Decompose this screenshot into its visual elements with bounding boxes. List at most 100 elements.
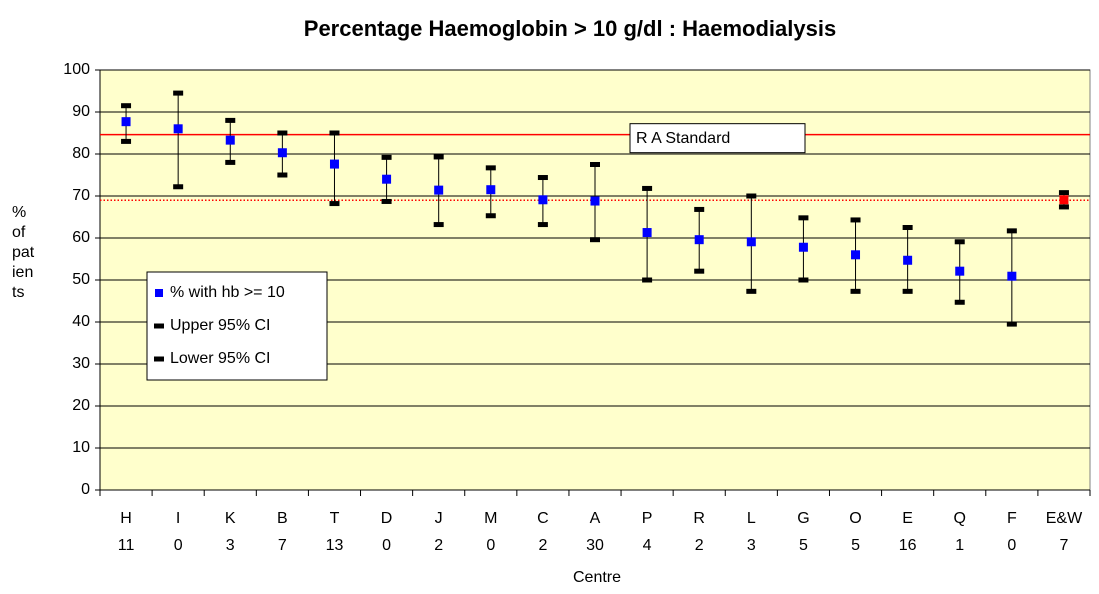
x-tick-label: I: [176, 510, 180, 527]
upper-ci: [746, 193, 757, 199]
legend-label: Lower 95% CI: [170, 350, 271, 367]
y-tick-label: 30: [72, 355, 90, 372]
x-tick-count: 7: [1059, 537, 1068, 554]
x-tick-count: 0: [382, 537, 391, 554]
upper-ci: [850, 217, 861, 223]
x-tick-label: P: [642, 510, 653, 527]
y-axis-label: of: [12, 224, 26, 241]
lower-ci: [642, 277, 653, 283]
lower-ci: [798, 277, 809, 283]
upper-ci: [485, 165, 496, 171]
upper-ci: [433, 154, 444, 160]
x-tick-label: T: [330, 510, 340, 527]
x-tick-label: E&W: [1046, 510, 1083, 527]
x-tick-label: J: [435, 510, 443, 527]
lower-ci: [537, 222, 548, 228]
legend-swatch: [155, 289, 163, 297]
y-tick-label: 80: [72, 145, 90, 162]
lower-ci: [1006, 321, 1017, 327]
point: [121, 117, 131, 127]
lower-ci: [121, 138, 132, 144]
x-tick-count: 5: [799, 537, 808, 554]
y-tick-label: 50: [72, 271, 90, 288]
x-tick-count: 0: [1007, 537, 1016, 554]
legend-box: [146, 271, 328, 381]
lower-ci: [1058, 204, 1069, 210]
upper-ci: [225, 117, 236, 123]
upper-ci: [798, 215, 809, 221]
x-tick-count: 2: [434, 537, 443, 554]
x-tick-count: 1: [955, 537, 964, 554]
point: [277, 148, 287, 158]
lower-ci: [381, 198, 392, 204]
point: [434, 185, 444, 195]
point: [590, 196, 600, 206]
point: [746, 237, 756, 247]
point: [851, 250, 861, 260]
point: [642, 228, 652, 238]
legend-label: Upper 95% CI: [170, 317, 271, 334]
lower-ci: [590, 237, 600, 243]
y-tick-label: 40: [72, 313, 90, 330]
x-tick-label: L: [747, 510, 756, 527]
standard-label: R A Standard: [636, 130, 730, 147]
x-tick-count: 4: [643, 537, 652, 554]
x-tick-label: M: [484, 510, 497, 527]
x-tick-count: 2: [695, 537, 704, 554]
lower-ci: [329, 201, 340, 207]
y-tick-label: 60: [72, 229, 90, 246]
x-tick-label: F: [1007, 510, 1017, 527]
upper-ci: [1058, 190, 1069, 196]
upper-ci: [694, 206, 705, 212]
upper-ci: [329, 130, 340, 136]
x-tick-label: D: [381, 510, 393, 527]
upper-ci: [1006, 228, 1017, 234]
x-tick-count: 11: [118, 537, 135, 554]
y-axis-label: pat: [12, 244, 35, 261]
x-tick-label: E: [902, 510, 913, 527]
y-axis-label: ien: [12, 264, 33, 281]
lower-ci: [277, 172, 288, 178]
point: [1007, 271, 1017, 281]
y-tick-label: 20: [72, 397, 90, 414]
upper-ci: [277, 130, 288, 136]
point: [798, 242, 808, 252]
y-axis-label: %: [12, 204, 26, 221]
x-tick-label: C: [537, 510, 549, 527]
x-tick-count: 3: [747, 537, 756, 554]
upper-ci: [642, 185, 653, 191]
y-tick-label: 70: [72, 187, 90, 204]
y-tick-label: 100: [63, 61, 90, 78]
x-tick-count: 5: [851, 537, 860, 554]
x-tick-label: H: [120, 510, 132, 527]
x-tick-count: 0: [486, 537, 495, 554]
upper-ci: [173, 90, 184, 96]
x-tick-count: 0: [174, 537, 183, 554]
standard-label-box: [629, 123, 806, 154]
upper-ci: [121, 103, 132, 109]
upper-ci: [902, 225, 913, 230]
x-tick-count: 16: [899, 537, 917, 554]
x-tick-count: 30: [586, 537, 604, 554]
x-tick-count: 13: [326, 537, 344, 554]
lower-ci: [954, 299, 965, 305]
lower-ci: [173, 184, 184, 190]
y-tick-label: 10: [72, 439, 90, 456]
upper-ci: [954, 239, 965, 245]
x-tick-label: R: [693, 510, 705, 527]
chart-title: Percentage Haemoglobin > 10 g/dl : Haemo…: [304, 16, 836, 41]
point: [903, 255, 913, 265]
point: [382, 174, 392, 184]
y-tick-label: 90: [72, 103, 90, 120]
x-tick-count: 2: [538, 537, 547, 554]
upper-ci: [590, 162, 600, 167]
x-tick-label: O: [849, 510, 861, 527]
y-tick-label: 0: [81, 481, 90, 498]
point: [538, 195, 548, 205]
lower-ci: [850, 288, 861, 294]
x-tick-label: K: [225, 510, 236, 527]
y-axis-label: ts: [12, 284, 24, 301]
upper-ci: [537, 175, 548, 181]
x-tick-label: Q: [954, 510, 966, 527]
